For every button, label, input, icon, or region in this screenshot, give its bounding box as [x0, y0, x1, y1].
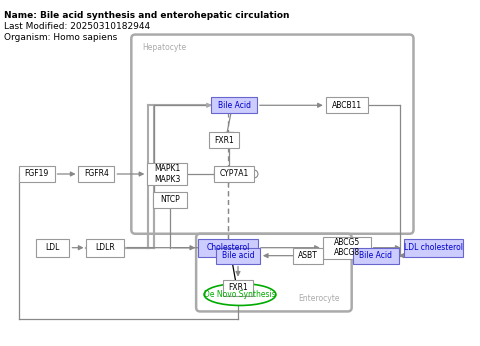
FancyBboxPatch shape: [326, 97, 368, 113]
FancyBboxPatch shape: [323, 237, 371, 259]
FancyBboxPatch shape: [198, 239, 258, 257]
Text: LDL: LDL: [45, 243, 60, 252]
Text: Bile acid: Bile acid: [222, 251, 254, 260]
Text: De Novo Synthesis: De Novo Synthesis: [204, 290, 276, 299]
Text: LDLR: LDLR: [96, 243, 115, 252]
FancyBboxPatch shape: [404, 239, 463, 257]
FancyBboxPatch shape: [86, 239, 124, 257]
Text: NTCP: NTCP: [160, 195, 180, 204]
FancyBboxPatch shape: [153, 192, 187, 208]
Text: ABCB11: ABCB11: [332, 101, 362, 110]
Text: Bile Acid: Bile Acid: [217, 101, 251, 110]
Text: Last Modified: 20250310182944: Last Modified: 20250310182944: [4, 21, 150, 30]
Text: FXR1: FXR1: [214, 136, 234, 145]
Text: LDL cholesterol: LDL cholesterol: [404, 243, 463, 252]
FancyBboxPatch shape: [223, 280, 253, 295]
FancyBboxPatch shape: [19, 166, 55, 182]
Text: ASBT: ASBT: [298, 251, 318, 260]
Text: Name: Bile acid synthesis and enterohepatic circulation: Name: Bile acid synthesis and enterohepa…: [4, 11, 289, 20]
Ellipse shape: [204, 284, 276, 306]
FancyBboxPatch shape: [78, 166, 114, 182]
Text: Enterocyte: Enterocyte: [298, 294, 340, 303]
Text: Bile Acid: Bile Acid: [359, 251, 392, 260]
FancyBboxPatch shape: [209, 132, 239, 148]
Text: FXR1: FXR1: [228, 283, 248, 292]
Text: MAPK1
MAPK3: MAPK1 MAPK3: [154, 164, 180, 184]
Text: ABCG5
ABCG8: ABCG5 ABCG8: [334, 238, 360, 257]
Text: CYP7A1: CYP7A1: [219, 170, 249, 179]
FancyBboxPatch shape: [147, 163, 187, 185]
FancyBboxPatch shape: [214, 166, 254, 182]
Text: Cholesterol: Cholesterol: [206, 243, 250, 252]
Text: FGF19: FGF19: [24, 170, 48, 179]
FancyBboxPatch shape: [216, 248, 260, 264]
Text: Hepatocyte: Hepatocyte: [142, 43, 186, 52]
Text: FGFR4: FGFR4: [84, 170, 109, 179]
FancyBboxPatch shape: [353, 248, 398, 264]
FancyBboxPatch shape: [36, 239, 70, 257]
FancyBboxPatch shape: [211, 97, 257, 113]
FancyBboxPatch shape: [293, 248, 323, 264]
Text: Organism: Homo sapiens: Organism: Homo sapiens: [4, 33, 117, 42]
